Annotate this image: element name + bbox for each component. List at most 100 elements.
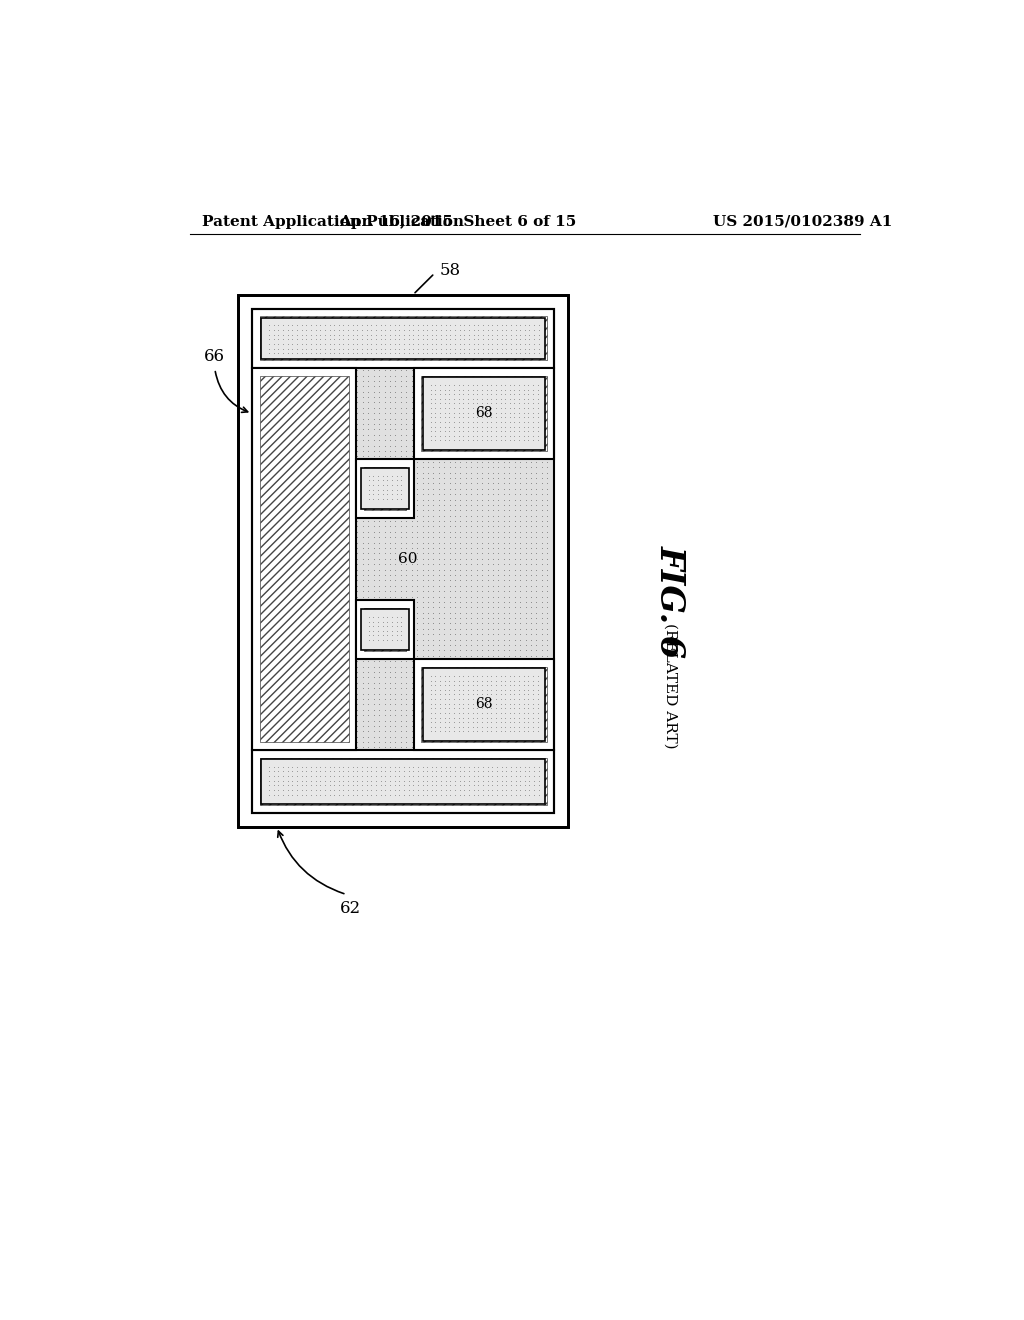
Point [409,591,425,612]
Point [294,343,310,364]
Point [295,640,311,661]
Point [539,488,555,510]
Point [420,408,436,429]
Point [338,462,354,483]
Point [419,756,435,777]
Point [490,478,507,499]
Point [528,436,545,457]
Point [474,483,490,504]
Point [307,770,324,791]
Point [479,506,496,527]
Point [366,672,382,693]
Point [306,742,323,763]
Point [430,521,446,543]
Point [496,511,512,532]
Point [529,721,546,742]
Point [469,752,485,774]
Point [316,581,333,602]
Point [366,366,382,387]
Point [366,630,382,651]
Point [252,715,268,737]
Point [298,756,314,777]
Point [382,682,398,704]
Point [507,645,523,667]
Point [377,672,393,693]
Point [316,624,333,645]
Point [539,775,555,796]
Point [268,333,285,354]
Point [496,731,512,752]
Point [415,418,431,440]
Point [360,597,377,618]
Point [300,742,316,763]
Point [392,403,409,424]
Point [403,570,420,591]
Point [507,624,523,645]
Point [423,379,439,400]
Point [377,457,393,478]
Point [506,403,522,424]
Point [463,500,479,521]
Point [487,717,504,738]
Point [446,597,463,618]
Point [371,661,387,682]
Point [469,717,485,738]
Point [338,721,354,742]
Point [463,715,479,737]
Point [382,710,398,731]
Point [398,661,415,682]
Point [274,760,291,781]
Point [386,315,402,337]
Point [298,779,314,800]
Point [469,354,485,375]
Point [470,325,486,346]
Point [469,693,485,714]
Point [526,329,543,350]
Point [446,446,463,467]
Point [517,537,534,558]
Point [295,424,311,445]
Point [507,478,523,499]
Point [300,726,316,747]
Point [539,618,555,639]
Point [316,705,333,726]
Point [474,581,490,602]
Point [507,785,523,807]
Point [273,392,290,413]
Point [428,325,444,346]
Point [306,689,323,710]
Point [300,451,316,473]
Point [484,710,501,731]
Point [436,661,453,682]
Point [300,630,316,651]
Point [252,343,268,364]
Point [311,495,328,516]
Point [534,548,550,569]
Point [423,403,439,424]
Point [474,403,490,424]
Point [479,766,496,787]
Point [490,327,507,348]
Point [295,553,311,574]
Point [262,543,279,564]
Point [403,521,420,543]
Point [496,677,512,698]
Point [328,656,344,677]
Point [512,618,528,639]
Point [539,635,555,656]
Point [479,338,496,359]
Point [465,680,481,701]
Point [534,359,550,380]
Point [490,441,507,462]
Point [437,338,454,359]
Point [425,441,441,462]
Point [354,543,371,564]
Point [490,543,507,564]
Point [364,325,380,346]
Point [494,766,510,787]
Point [409,586,425,607]
Point [528,408,545,429]
Point [323,597,339,618]
Point [487,684,504,705]
Point [328,602,344,623]
